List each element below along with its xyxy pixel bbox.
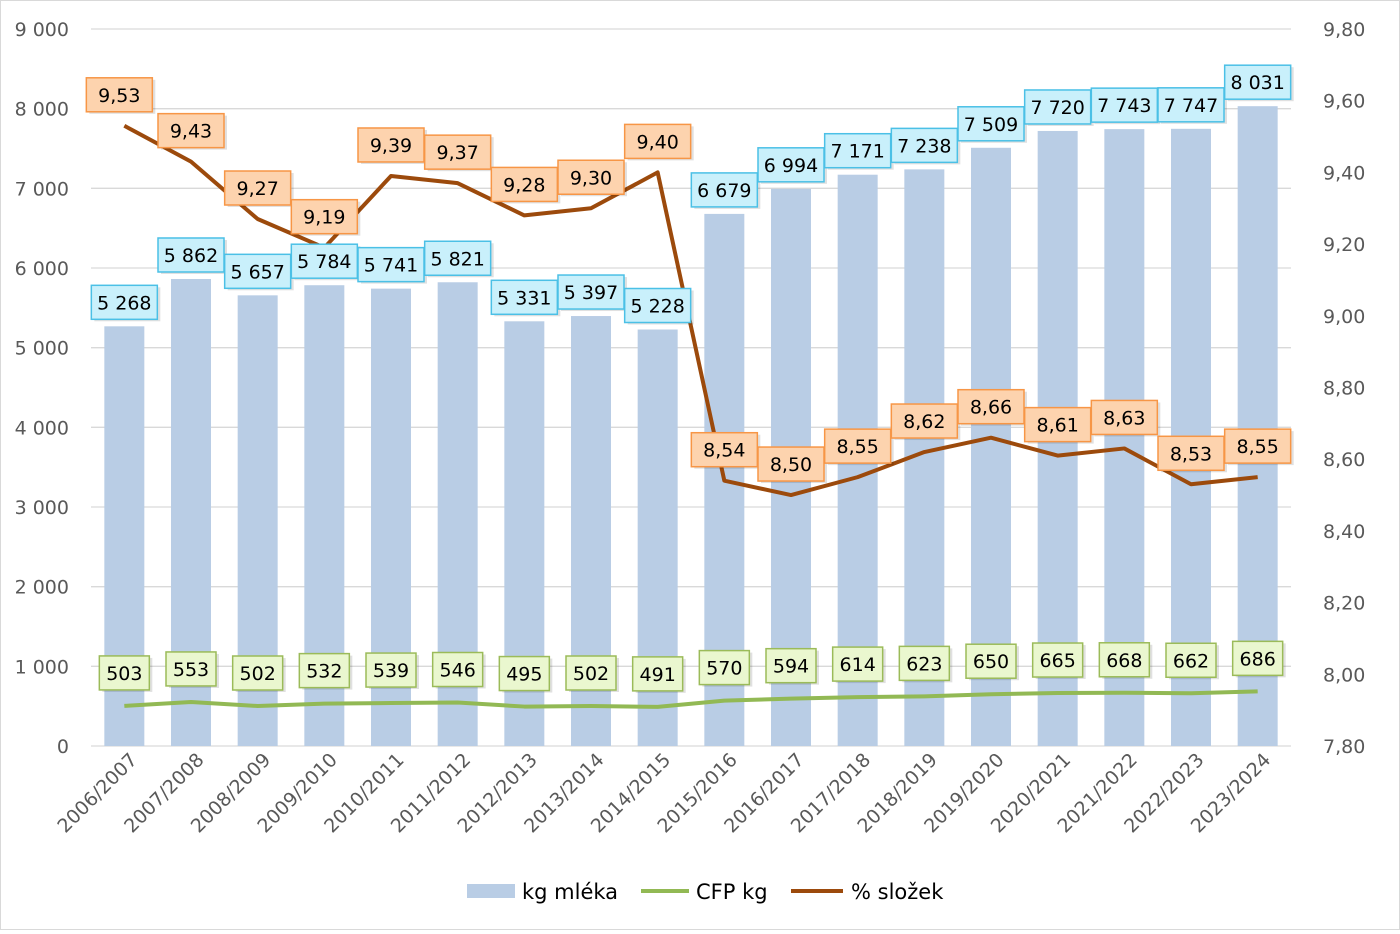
right-axis: 7,80 8,00 8,20 8,40 8,60 8,80 9,00 9,20 9,40 9,60…	[1323, 19, 1365, 758]
right-tick-label: 9,60	[1323, 91, 1365, 113]
x-axis: 2006/20072007/20082008/20092009/20102010…	[53, 749, 1275, 837]
slozek-label: 9,53	[98, 85, 140, 107]
right-tick-label: 8,00	[1323, 664, 1365, 686]
cfp-label: 539	[373, 660, 409, 682]
kg-mleka-label: 5 862	[164, 245, 218, 267]
cfp-label: 662	[1173, 650, 1209, 672]
cfp-label: 650	[973, 651, 1009, 673]
kg-mleka-label: 8 031	[1230, 72, 1284, 94]
left-tick-label: 6 000	[15, 258, 69, 280]
legend-label-slozek: % složek	[851, 880, 944, 904]
cfp-label: 503	[106, 663, 142, 685]
slozek-label: 9,27	[237, 178, 279, 200]
legend-swatch-kg-mleka	[467, 884, 515, 898]
right-tick-label: 9,80	[1323, 19, 1365, 41]
slozek-label: 8,55	[837, 436, 879, 458]
right-tick-label: 8,80	[1323, 378, 1365, 400]
cfp-label: 546	[440, 660, 476, 682]
cfp-label: 495	[506, 664, 542, 686]
kg-mleka-label: 5 741	[364, 255, 418, 277]
slozek-label: 8,53	[1170, 443, 1212, 465]
cfp-label: 614	[840, 654, 876, 676]
slozek-label: 8,50	[770, 454, 812, 476]
kg-mleka-label: 5 784	[297, 251, 351, 273]
left-tick-label: 8 000	[15, 99, 69, 121]
slozek-label: 8,62	[903, 411, 945, 433]
left-tick-label: 7 000	[15, 178, 69, 200]
slozek-label: 9,40	[637, 131, 679, 153]
kg-mleka-label: 6 994	[764, 155, 818, 177]
slozek-label: 9,19	[303, 207, 345, 229]
cfp-label: 623	[906, 653, 942, 675]
kg-mleka-label: 5 268	[97, 292, 151, 314]
right-tick-label: 9,00	[1323, 306, 1365, 328]
kg-mleka-label: 5 657	[230, 261, 284, 283]
cfp-line	[124, 691, 1257, 707]
slozek-label: 8,55	[1237, 436, 1279, 458]
cfp-label: 553	[173, 659, 209, 681]
right-tick-label: 9,20	[1323, 234, 1365, 256]
slozek-label: 9,37	[437, 142, 479, 164]
kg-mleka-label: 7 509	[964, 114, 1018, 136]
kg-mleka-label: 7 743	[1097, 95, 1151, 117]
slozek-label: 9,28	[503, 174, 545, 196]
kg-mleka-label: 5 228	[630, 296, 684, 318]
cfp-label: 665	[1040, 650, 1076, 672]
legend: kg mléka CFP kg % složek	[467, 880, 944, 904]
cfp-label: 686	[1240, 648, 1276, 670]
left-tick-label: 2 000	[15, 577, 69, 599]
cfp-label: 532	[306, 661, 342, 683]
kg-mleka-label: 6 679	[697, 180, 751, 202]
cfp-label: 668	[1106, 650, 1142, 672]
slozek-label: 8,66	[970, 397, 1012, 419]
slozek-label: 9,39	[370, 135, 412, 157]
left-tick-label: 9 000	[15, 19, 69, 41]
left-tick-label: 0	[57, 736, 69, 758]
right-tick-label: 7,80	[1323, 736, 1365, 758]
legend-label-cfp: CFP kg	[696, 880, 768, 904]
left-tick-label: 5 000	[15, 338, 69, 360]
cfp-label: 594	[773, 656, 809, 678]
right-tick-label: 8,40	[1323, 521, 1365, 543]
left-tick-label: 3 000	[15, 497, 69, 519]
left-axis: 0 1 000 2 000 3 000 4 000 5 000 6 000 7 000 8 00…	[15, 19, 69, 758]
right-tick-label: 9,40	[1323, 162, 1365, 184]
left-tick-label: 1 000	[15, 656, 69, 678]
right-tick-label: 8,20	[1323, 593, 1365, 615]
cfp-label: 502	[573, 663, 609, 685]
kg-mleka-label: 5 331	[497, 287, 551, 309]
slozek-label: 8,54	[703, 440, 745, 462]
cfp-label: 570	[706, 658, 742, 680]
slozek-label: 8,61	[1037, 415, 1079, 437]
kg-mleka-label: 7 171	[830, 141, 884, 163]
slozek-label: 9,43	[170, 121, 212, 143]
right-tick-label: 8,60	[1323, 449, 1365, 471]
cfp-label: 491	[640, 664, 676, 686]
cfp-label: 502	[240, 663, 276, 685]
kg-mleka-label: 5 821	[430, 248, 484, 270]
kg-mleka-label: 7 720	[1030, 97, 1084, 119]
kg-mleka-label: 5 397	[564, 282, 618, 304]
kg-mleka-label: 7 238	[897, 135, 951, 157]
slozek-label: 8,63	[1103, 407, 1145, 429]
kg-mleka-label: 7 747	[1164, 95, 1218, 117]
left-tick-label: 4 000	[15, 417, 69, 439]
legend-label-kg-mleka: kg mléka	[522, 880, 618, 904]
slozek-label: 9,30	[570, 167, 612, 189]
